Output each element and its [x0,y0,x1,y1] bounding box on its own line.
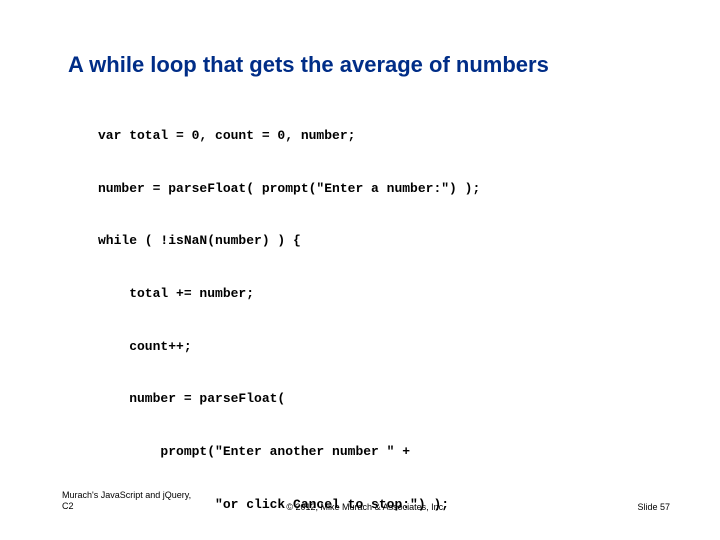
code-line: var total = 0, count = 0, number; [98,127,480,145]
code-line: number = parseFloat( [98,390,480,408]
code-line: count++; [98,338,480,356]
code-line: prompt("Enter another number " + [98,443,480,461]
footer-chapter: C2 [62,501,74,511]
code-line: total += number; [98,285,480,303]
footer-copyright: © 2012, Mike Murach & Associates, Inc. [286,502,445,512]
code-line: while ( !isNaN(number) ) { [98,232,480,250]
slide-title: A while loop that gets the average of nu… [68,52,680,78]
footer-slide-number: Slide 57 [637,502,670,512]
footer-left: Murach's JavaScript and jQuery, C2 [62,490,191,512]
footer-book-title: Murach's JavaScript and jQuery, [62,490,191,500]
code-block: var total = 0, count = 0, number; number… [98,92,480,540]
code-line: number = parseFloat( prompt("Enter a num… [98,180,480,198]
slide: A while loop that gets the average of nu… [0,0,720,540]
